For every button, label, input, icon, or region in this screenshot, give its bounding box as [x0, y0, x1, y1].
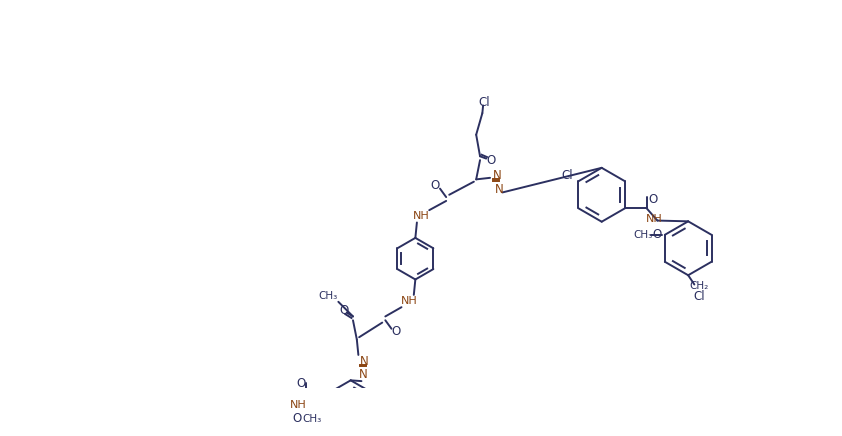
Text: NH: NH: [290, 400, 306, 409]
Text: N: N: [495, 183, 504, 196]
Text: O: O: [339, 304, 349, 317]
Text: O: O: [431, 179, 440, 192]
Text: Cl: Cl: [561, 169, 573, 182]
Text: Cl: Cl: [478, 96, 490, 109]
Text: O: O: [653, 228, 662, 241]
Text: CH₂: CH₂: [690, 281, 709, 291]
Text: O: O: [392, 325, 401, 338]
Text: N: N: [360, 354, 369, 368]
Text: CH₃: CH₃: [302, 414, 322, 424]
Text: N: N: [359, 368, 367, 382]
Text: NH: NH: [413, 211, 430, 221]
Text: O: O: [292, 412, 301, 426]
Text: CH₃: CH₃: [634, 230, 653, 240]
Text: O: O: [486, 153, 495, 167]
Text: NH: NH: [401, 296, 418, 306]
Text: NH: NH: [646, 214, 663, 224]
Text: N: N: [493, 169, 502, 182]
Text: CH₃: CH₃: [319, 291, 338, 301]
Text: O: O: [648, 193, 658, 205]
Text: O: O: [296, 377, 306, 389]
Text: Cl: Cl: [693, 290, 705, 303]
